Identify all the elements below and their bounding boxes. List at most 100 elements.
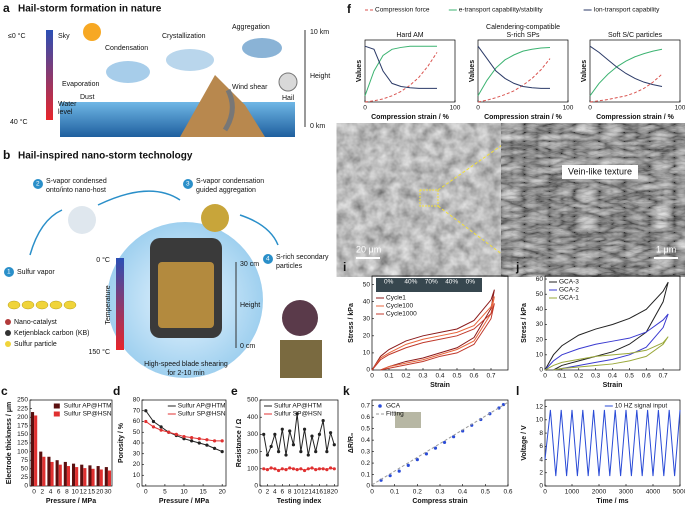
sulfur-particles [7, 300, 77, 310]
legend-label: GCA-1 [559, 295, 579, 302]
point [151, 425, 156, 429]
y-axis-label: Values [356, 60, 363, 82]
y-tick-label: 175 [17, 423, 28, 430]
x-tick-label: 18 [323, 489, 331, 496]
x-axis-label: Compress strain [412, 498, 467, 505]
point [262, 467, 266, 471]
point [212, 446, 217, 450]
point [284, 468, 288, 472]
bar [91, 468, 95, 486]
inset-label: 0% [466, 279, 476, 286]
label: 0 km [310, 123, 325, 130]
x-tick-label: 0.2 [574, 373, 583, 380]
step-text: onto/into nano-host [46, 187, 106, 194]
x-tick-label: 0.1 [390, 489, 399, 496]
point [379, 478, 383, 482]
point [317, 432, 322, 436]
x-tick-label: 8 [65, 489, 69, 496]
point [479, 417, 483, 422]
point [314, 450, 318, 454]
bar [104, 467, 108, 486]
x-tick-label: 3000 [619, 489, 634, 496]
y-tick-label: 0 [539, 367, 543, 374]
x-tick-label: 20 [331, 489, 339, 496]
bar [75, 467, 79, 486]
zoom-box [419, 189, 439, 207]
bar [99, 469, 103, 486]
sun [83, 23, 101, 41]
panel-letter: j [515, 260, 519, 274]
panel-letter: f [347, 2, 352, 16]
bar [107, 470, 112, 486]
label: Aggregation [232, 24, 270, 31]
x-tick-label: 100 [450, 105, 461, 112]
reactor-content [158, 262, 214, 328]
y-tick-label: 300 [247, 431, 258, 438]
legend-swatch [5, 341, 11, 347]
x-tick-label: 0.4 [608, 373, 617, 380]
point [424, 452, 428, 456]
point [321, 467, 325, 471]
point [299, 467, 303, 471]
point [328, 466, 333, 470]
y-axis-label: Stress / kPa [348, 303, 355, 343]
y-tick-label: 0.7 [361, 402, 370, 409]
x-tick-label: 0 [543, 373, 547, 380]
point [190, 439, 194, 443]
label: Height [310, 73, 330, 80]
x-tick-label: 0.2 [401, 373, 410, 380]
x-tick-label: 0.7 [659, 373, 668, 380]
step-badges [4, 179, 273, 277]
x-tick-label: 15 [199, 489, 207, 496]
legend-label: Cycle1000 [386, 311, 417, 318]
inset-label: 0% [384, 279, 394, 286]
x-tick-label: 10 [294, 489, 302, 496]
legend-label: Ketjenblack carbon (KB) [14, 330, 89, 337]
label: 30 cm [240, 261, 259, 268]
y-axis-label: Stress / kPa [521, 303, 528, 343]
x-tick-label: 14 [308, 489, 316, 496]
panel-a: a Hail-storm formation in nature ≤0 °C S… [3, 1, 330, 137]
series-line [477, 46, 551, 97]
legend-swatch [5, 330, 11, 336]
point [317, 467, 322, 471]
point [302, 468, 307, 473]
x-tick-label: 4000 [646, 489, 661, 496]
point [197, 437, 201, 441]
bar [39, 451, 43, 486]
x-tick-label: 0.3 [418, 373, 427, 380]
series-line [364, 52, 438, 103]
point [280, 427, 284, 431]
x-tick-label: 16 [316, 489, 324, 496]
bar [34, 415, 38, 486]
x-tick-label: 0.3 [435, 489, 444, 496]
point [273, 432, 277, 436]
y-tick-label: 0.3 [361, 448, 370, 455]
flow-arrow [29, 190, 279, 256]
y-axis-label: ΔR/R₀ [348, 433, 355, 453]
sem-image [518, 136, 685, 264]
series-line [371, 296, 495, 371]
y-tick-label: 20 [536, 336, 544, 343]
y-axis-label: Values [581, 60, 588, 82]
y-tick-label: 0 [539, 483, 543, 490]
x-tick-label: 0 [476, 105, 480, 112]
legend-label: Compression force [375, 7, 430, 14]
y-tick-label: 0 [366, 483, 370, 490]
series-line [371, 289, 495, 371]
y-tick-label: 40 [536, 306, 544, 313]
point [295, 468, 299, 472]
panel-title: Hail-inspired nano-storm technology [18, 151, 193, 162]
x-tick-label: 2 [40, 489, 44, 496]
y-tick-label: 30 [363, 315, 371, 322]
x-axis-label: Time / ms [596, 498, 628, 505]
inset-label: 40% [445, 279, 458, 286]
legend-label: Cycle100 [386, 303, 413, 310]
zoom-lines [437, 135, 516, 265]
point [269, 444, 273, 449]
y-tick-label: 0.6 [361, 414, 370, 421]
x-tick-label: 0 [258, 489, 262, 496]
x-tick-label: 0.2 [413, 489, 422, 496]
legend-label: GCA-3 [559, 279, 579, 286]
bar [96, 466, 100, 486]
